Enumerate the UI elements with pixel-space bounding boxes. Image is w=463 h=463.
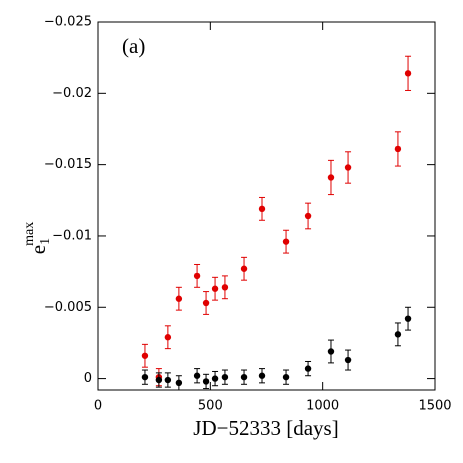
- point: [258, 205, 266, 213]
- y-tick-label: −0.005: [44, 300, 92, 315]
- point: [164, 334, 172, 341]
- y-label-sup: max: [22, 222, 37, 246]
- point: [282, 238, 290, 245]
- x-axis-label: JD−52333 [days]: [193, 416, 338, 440]
- annotation: (a): [122, 34, 145, 58]
- point: [344, 356, 352, 364]
- point: [221, 284, 229, 291]
- point: [193, 272, 201, 280]
- y-tick-label: 0: [84, 371, 92, 386]
- point: [240, 373, 248, 381]
- point: [202, 299, 210, 307]
- y-tick-label: −0.015: [44, 157, 92, 172]
- point: [404, 315, 412, 322]
- point: [141, 352, 149, 359]
- point: [211, 285, 219, 292]
- x-tick-label: 1000: [306, 399, 339, 414]
- y-tick-label: −0.025: [44, 15, 92, 30]
- point: [240, 265, 248, 272]
- point: [175, 379, 183, 387]
- point: [193, 372, 201, 379]
- point: [155, 376, 163, 384]
- point: [211, 375, 219, 382]
- point: [202, 378, 210, 385]
- point: [164, 376, 172, 384]
- point: [175, 295, 183, 302]
- y-tick-label: −0.01: [52, 228, 92, 243]
- y-label-sub: 1: [38, 238, 53, 245]
- point: [327, 348, 335, 355]
- point: [304, 212, 312, 220]
- point: [221, 373, 229, 381]
- y-tick-label: −0.02: [52, 86, 92, 101]
- point: [258, 372, 266, 379]
- x-tick-label: 500: [198, 399, 223, 414]
- point: [344, 164, 352, 171]
- point: [327, 174, 335, 181]
- point: [141, 373, 149, 381]
- x-tick-label: 0: [94, 399, 102, 414]
- y-axis-label: e1max: [22, 222, 53, 254]
- point: [282, 373, 290, 381]
- point: [304, 365, 312, 372]
- x-tick-label: 1500: [418, 399, 451, 414]
- point: [404, 70, 412, 77]
- point: [394, 331, 402, 338]
- y-label-base: e: [26, 245, 50, 254]
- point: [394, 145, 402, 153]
- plot-frame: [97, 21, 436, 391]
